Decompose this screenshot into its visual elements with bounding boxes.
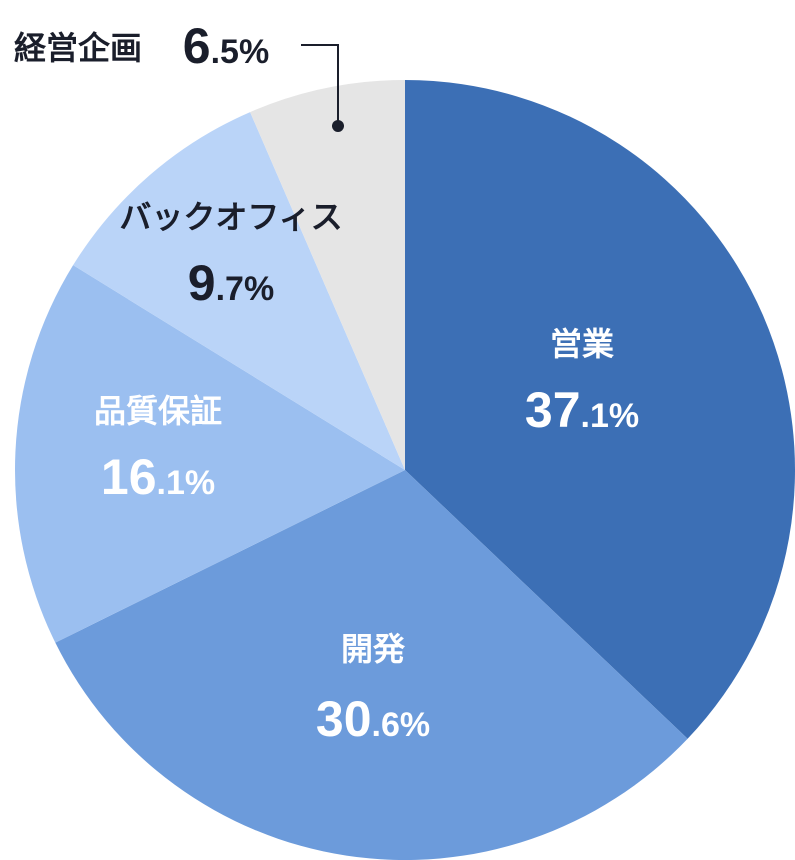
slice-value-4: 9.7%	[188, 255, 274, 311]
slice-value-5: 6.5%	[183, 18, 269, 74]
slice-labels: 営業 37.1% 開発 30.6% 品質保証 16.1% バックオフィス 9.7% 経営企画 6.…	[14, 18, 639, 747]
slice-label-1: 営業	[550, 325, 614, 363]
slice-value-3: 16.1%	[101, 449, 215, 505]
callout-leader	[301, 44, 344, 132]
pie-slice-2	[55, 470, 688, 860]
pie-slice-5	[250, 80, 405, 470]
slice-value-2: 30.6%	[316, 691, 430, 747]
slice-label-3: 品質保証	[94, 392, 222, 430]
pie-slice-1	[405, 80, 795, 739]
pie-slice-4	[73, 112, 405, 471]
callout-line	[301, 44, 339, 126]
slice-value-1: 37.1%	[525, 382, 639, 438]
slice-label-2: 開発	[341, 630, 406, 668]
slice-label-5: 経営企画	[14, 29, 142, 67]
callout-dot	[332, 120, 344, 132]
slice-label-4: バックオフィス	[119, 198, 342, 236]
pie-slices	[14, 80, 795, 860]
pie-slice-3	[14, 265, 406, 643]
